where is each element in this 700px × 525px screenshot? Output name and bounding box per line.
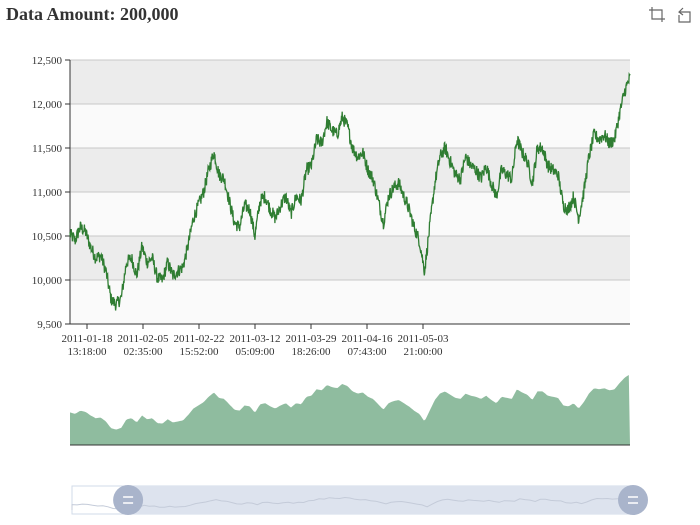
slider-grip-icon: [628, 496, 638, 504]
overview-area: [70, 375, 630, 446]
crop-zoom-icon[interactable]: [648, 6, 666, 24]
grid-band: [70, 236, 630, 280]
grid-band: [70, 60, 630, 104]
slider-grip-icon: [123, 496, 134, 504]
x-tick-date: 2011-01-18: [62, 333, 113, 345]
grid-band: [70, 280, 630, 324]
chart-title: Data Amount: 200,000: [6, 4, 179, 24]
grid-band: [70, 192, 630, 236]
x-tick-date: 2011-02-22: [174, 333, 225, 345]
x-tick-time: 21:00:00: [403, 346, 443, 358]
x-tick-time: 15:52:00: [179, 346, 219, 358]
overview-area-fill: [70, 375, 630, 445]
restore-icon[interactable]: [676, 6, 694, 24]
x-tick-time: 18:26:00: [291, 346, 331, 358]
x-tick-date: 2011-03-12: [230, 333, 281, 345]
y-tick-label: 11,000: [32, 187, 62, 199]
x-tick-date: 2011-05-03: [398, 333, 449, 345]
data-zoom-slider: [71, 485, 648, 515]
slider-selected-range[interactable]: [128, 486, 633, 514]
x-tick-time: 07:43:00: [347, 346, 387, 358]
y-axis: 9,500 10,000 10,500 11,000 11,500 12,000 12,50…: [32, 55, 71, 331]
x-tick-time: 02:35:00: [123, 346, 163, 358]
y-tick-label: 10,000: [32, 275, 63, 287]
x-tick-time: 05:09:00: [235, 346, 275, 358]
y-tick-label: 10,500: [32, 231, 63, 243]
slider-preview-line: [71, 494, 634, 510]
slider-handle-end[interactable]: [618, 485, 648, 515]
price-line-series: [69, 72, 631, 311]
x-tick-date: 2011-03-29: [286, 333, 337, 345]
y-tick-label: 12,500: [32, 55, 63, 67]
y-tick-label: 9,500: [37, 319, 62, 331]
y-tick-label: 12,000: [32, 99, 63, 111]
y-tick-label: 11,500: [32, 143, 62, 155]
x-tick-date: 2011-02-05: [118, 333, 169, 345]
x-tick-date: 2011-04-16: [342, 333, 393, 345]
grid-bands: [70, 60, 630, 324]
x-tick-time: 13:18:00: [67, 346, 107, 358]
toolbox: [648, 6, 694, 24]
slider-handle-start[interactable]: [113, 485, 144, 515]
